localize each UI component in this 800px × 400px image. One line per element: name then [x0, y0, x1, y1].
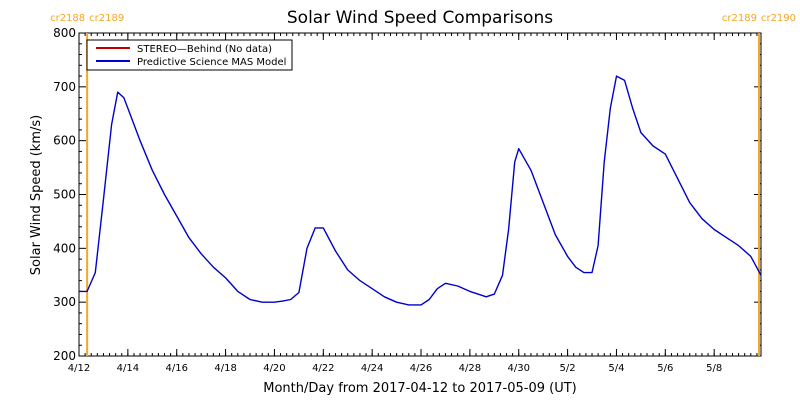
x-tick-label: 5/2: [560, 363, 576, 374]
x-tick-label: 5/4: [608, 363, 624, 374]
legend: STEREO—Behind (No data) Predictive Scien…: [86, 39, 293, 71]
y-tick-label: 800: [53, 26, 76, 40]
x-tick-label: 5/6: [657, 363, 673, 374]
legend-label-stereo-behind: STEREO—Behind (No data): [137, 44, 272, 55]
carrington-label-after: cr2189: [89, 13, 124, 24]
legend-box: [86, 39, 293, 71]
x-tick-label: 4/28: [459, 363, 481, 374]
carrington-label-after: cr2190: [761, 13, 796, 24]
y-tick-label: 600: [53, 134, 76, 148]
x-tick-label: 4/20: [263, 363, 285, 374]
y-tick-label: 400: [53, 241, 76, 255]
carrington-label-before: cr2189: [722, 13, 757, 24]
x-tick-label: 4/18: [214, 363, 236, 374]
y-tick-label: 300: [53, 295, 76, 309]
x-tick-label: 4/12: [68, 363, 90, 374]
y-tick-label: 500: [53, 188, 76, 202]
chart-title: Solar Wind Speed Comparisons: [287, 8, 553, 28]
y-tick-label: 200: [53, 349, 76, 363]
x-axis-label: Month/Day from 2017-04-12 to 2017-05-09 …: [263, 381, 576, 396]
series-line-1: [79, 75, 762, 306]
x-tick-label: 4/24: [361, 363, 383, 374]
carrington-label-before: cr2188: [50, 13, 85, 24]
x-tick-label: 4/14: [117, 363, 139, 374]
x-tick-label: 4/16: [165, 363, 187, 374]
x-tick-label: 4/26: [410, 363, 432, 374]
plot-frame: [78, 32, 762, 357]
x-tick-label: 5/8: [706, 363, 722, 374]
y-tick-label: 700: [53, 80, 76, 94]
legend-label-mas-model: Predictive Science MAS Model: [137, 57, 286, 68]
y-axis-label: Solar Wind Speed (km/s): [29, 115, 44, 275]
x-tick-label: 4/30: [508, 363, 530, 374]
x-tick-label: 4/22: [312, 363, 334, 374]
